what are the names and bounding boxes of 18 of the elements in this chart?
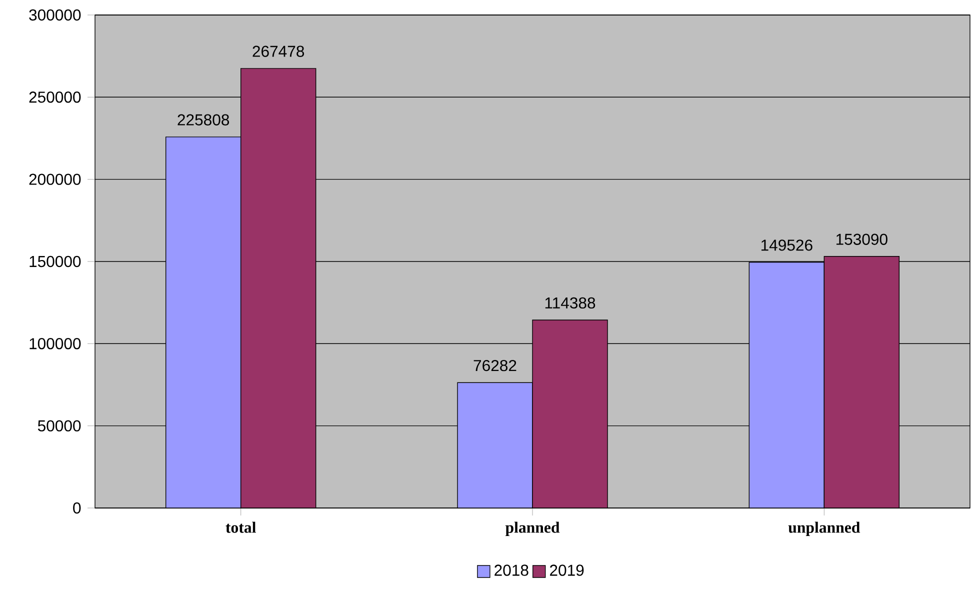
- y-tick-label: 200000: [29, 174, 81, 185]
- x-tick-label: total: [226, 522, 256, 533]
- data-label: 76282: [474, 360, 516, 372]
- data-label: 149526: [761, 240, 812, 251]
- data-label: 114388: [545, 297, 596, 309]
- y-tick-label: 0: [73, 502, 81, 514]
- y-tick-label: 150000: [30, 256, 81, 268]
- y-tick-label: 50000: [38, 420, 81, 432]
- data-label: 267478: [252, 46, 304, 57]
- legend-label: 2018: [494, 564, 528, 576]
- data-label: 225808: [178, 114, 230, 126]
- y-tick-label: 100000: [30, 338, 81, 350]
- x-tick-label: unplanned: [788, 522, 860, 536]
- x-tick-label: planned: [505, 522, 560, 536]
- data-label: 153090: [836, 234, 888, 245]
- y-tick-label: 250000: [29, 92, 81, 103]
- legend-label: 2019: [550, 564, 584, 576]
- y-tick-label: 300000: [29, 9, 81, 21]
